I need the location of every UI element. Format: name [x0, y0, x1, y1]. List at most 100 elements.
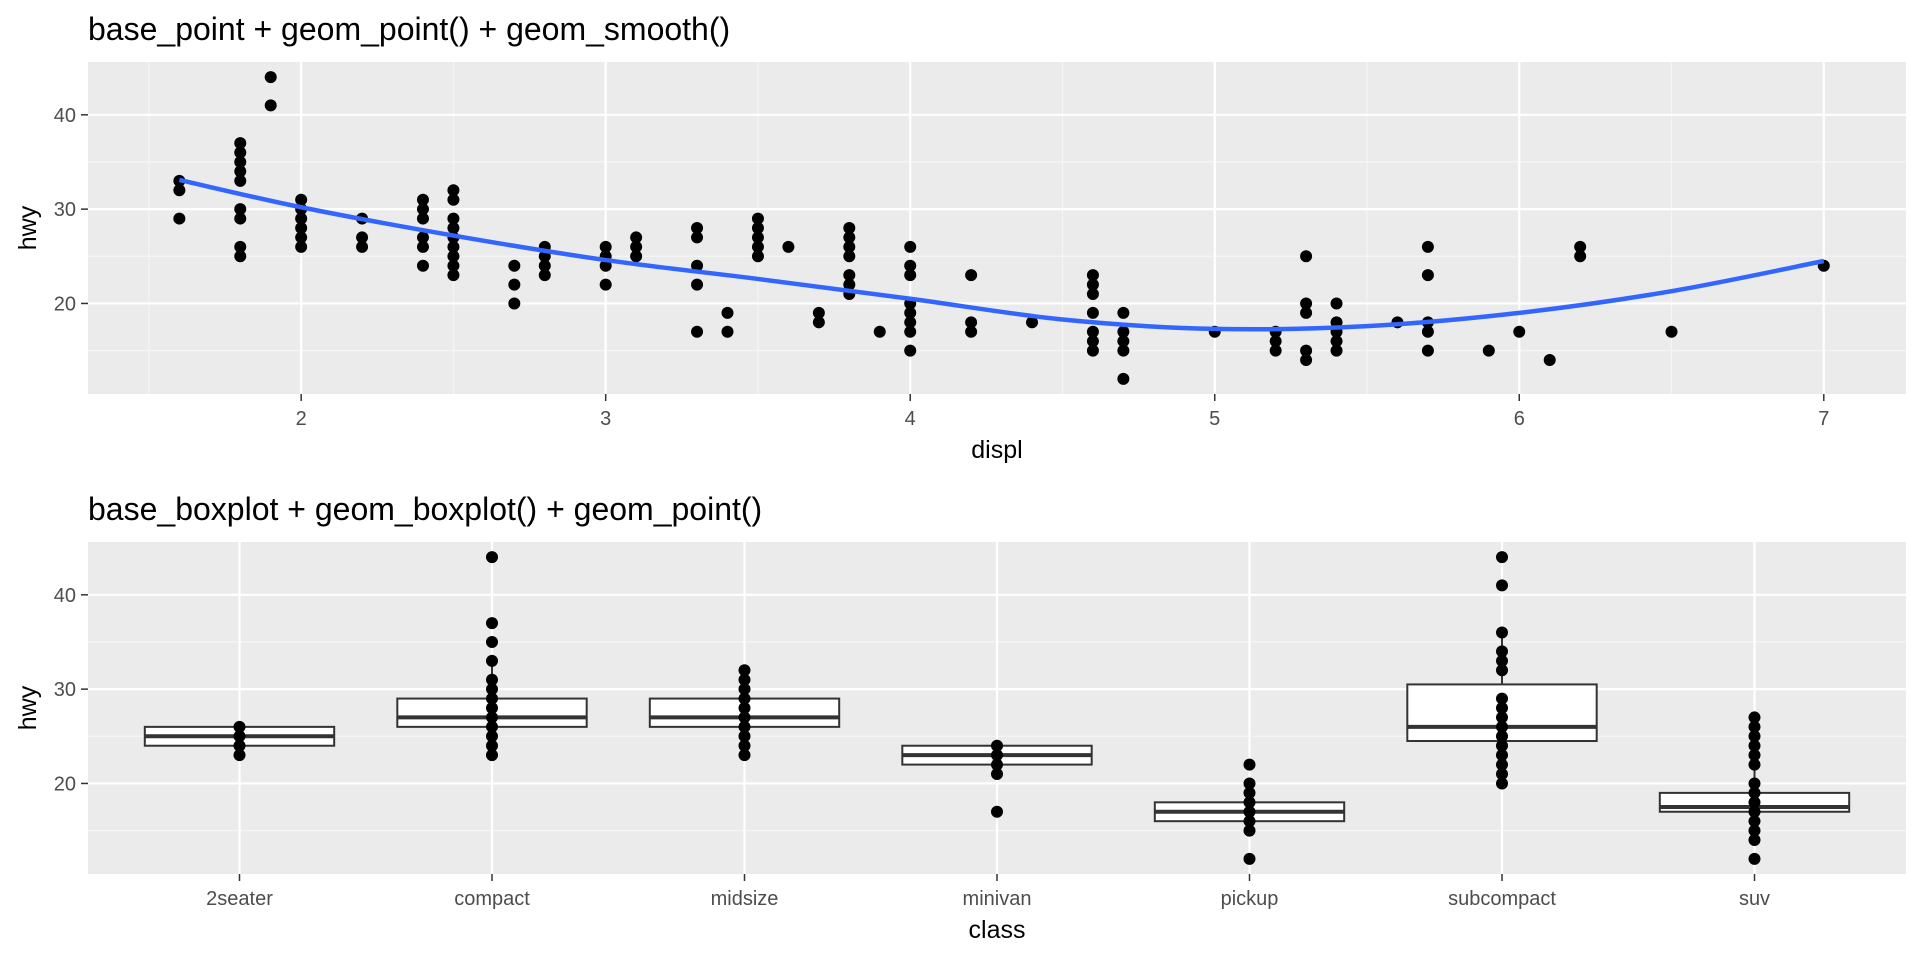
- boxplot-y-ticks: 20 30 40: [54, 585, 88, 795]
- data-point: [233, 720, 246, 733]
- data-point: [173, 212, 186, 225]
- boxplot-title: base_boxplot + geom_boxplot() + geom_poi…: [88, 491, 762, 527]
- boxplot-points: [233, 551, 1761, 865]
- data-point: [295, 231, 308, 244]
- data-point: [991, 768, 1003, 781]
- scatter-panel: [88, 62, 1906, 394]
- data-point: [416, 259, 429, 272]
- x-tick-label: 2: [296, 408, 307, 430]
- data-point: [1330, 344, 1343, 357]
- data-point: [538, 269, 551, 282]
- data-point: [264, 71, 277, 84]
- data-point: [1243, 796, 1256, 809]
- data-point: [508, 278, 521, 291]
- data-point: [843, 231, 856, 244]
- x-tick-label: suv: [1739, 888, 1770, 910]
- data-point: [1748, 720, 1761, 733]
- data-point: [1748, 749, 1761, 762]
- data-point: [486, 683, 498, 696]
- data-point: [1300, 306, 1313, 319]
- data-point: [738, 664, 751, 677]
- data-point: [447, 222, 460, 234]
- data-point: [843, 222, 856, 234]
- data-point: [1421, 269, 1434, 282]
- data-point: [738, 683, 751, 696]
- data-point: [1421, 325, 1434, 338]
- data-point: [538, 259, 551, 272]
- data-point: [1574, 250, 1587, 263]
- data-point: [486, 617, 498, 630]
- data-point: [356, 231, 369, 244]
- x-tick-label: subcompact: [1448, 888, 1556, 910]
- data-point: [738, 730, 751, 743]
- data-point: [234, 155, 247, 168]
- data-point: [751, 231, 764, 244]
- data-point: [630, 250, 643, 263]
- data-point: [447, 250, 460, 263]
- data-point: [1748, 730, 1761, 743]
- data-point: [1330, 297, 1343, 310]
- data-point: [991, 805, 1003, 818]
- scatter-y-ticks: 20 30 40: [54, 105, 88, 315]
- data-point: [1574, 240, 1587, 253]
- x-tick-label: 6: [1514, 408, 1525, 430]
- scatter-y-label: hwy: [14, 205, 42, 250]
- data-point: [1421, 240, 1434, 253]
- data-point: [738, 702, 751, 714]
- data-point: [233, 739, 246, 752]
- data-point: [1748, 815, 1761, 828]
- data-point: [991, 749, 1003, 762]
- data-point: [234, 240, 247, 253]
- data-point: [691, 231, 704, 244]
- data-point: [738, 720, 751, 733]
- data-point: [447, 269, 460, 282]
- data-point: [1496, 702, 1508, 714]
- boxplot-x-ticks: 2seater compact midsize minivan pickup subcom…: [206, 874, 1770, 910]
- data-point: [234, 137, 247, 150]
- data-point: [873, 325, 886, 338]
- data-point: [1269, 344, 1282, 357]
- data-point: [234, 250, 247, 263]
- data-point: [1117, 325, 1130, 338]
- scatter-x-label: displ: [971, 436, 1022, 464]
- data-point: [234, 174, 247, 187]
- x-tick-label: 7: [1818, 408, 1829, 430]
- data-point: [1748, 739, 1761, 752]
- data-point: [1496, 768, 1508, 781]
- y-tick-label: 30: [54, 199, 76, 221]
- y-tick-label: 30: [54, 679, 76, 701]
- data-point: [843, 278, 856, 291]
- data-point: [1330, 335, 1343, 348]
- data-point: [1117, 335, 1130, 348]
- data-point: [447, 184, 460, 197]
- data-point: [1086, 335, 1099, 348]
- x-tick-label: 2seater: [206, 888, 273, 910]
- data-point: [486, 749, 498, 762]
- x-tick-label: compact: [454, 888, 530, 910]
- x-tick-label: minivan: [963, 888, 1032, 910]
- data-point: [234, 203, 247, 216]
- data-point: [447, 193, 460, 206]
- data-point: [508, 259, 521, 272]
- data-point: [486, 711, 498, 724]
- data-point: [1117, 306, 1130, 319]
- scatter-x-ticks: 2 3 4 5 6 7: [296, 394, 1829, 430]
- data-point: [1748, 834, 1761, 847]
- data-point: [1243, 786, 1256, 799]
- data-point: [691, 222, 704, 234]
- data-point: [1496, 730, 1508, 743]
- data-point: [599, 240, 612, 253]
- data-point: [1496, 551, 1508, 564]
- x-tick-label: 4: [905, 408, 916, 430]
- data-point: [1086, 278, 1099, 291]
- data-point: [1748, 777, 1761, 790]
- data-point: [1748, 786, 1761, 799]
- data-point: [630, 240, 643, 253]
- data-point: [486, 551, 498, 564]
- data-point: [1748, 711, 1761, 724]
- data-point: [1496, 749, 1508, 762]
- data-point: [1496, 579, 1508, 592]
- data-point: [416, 240, 429, 253]
- boxplot-y-label: hwy: [14, 685, 42, 730]
- x-tick-label: 5: [1209, 408, 1220, 430]
